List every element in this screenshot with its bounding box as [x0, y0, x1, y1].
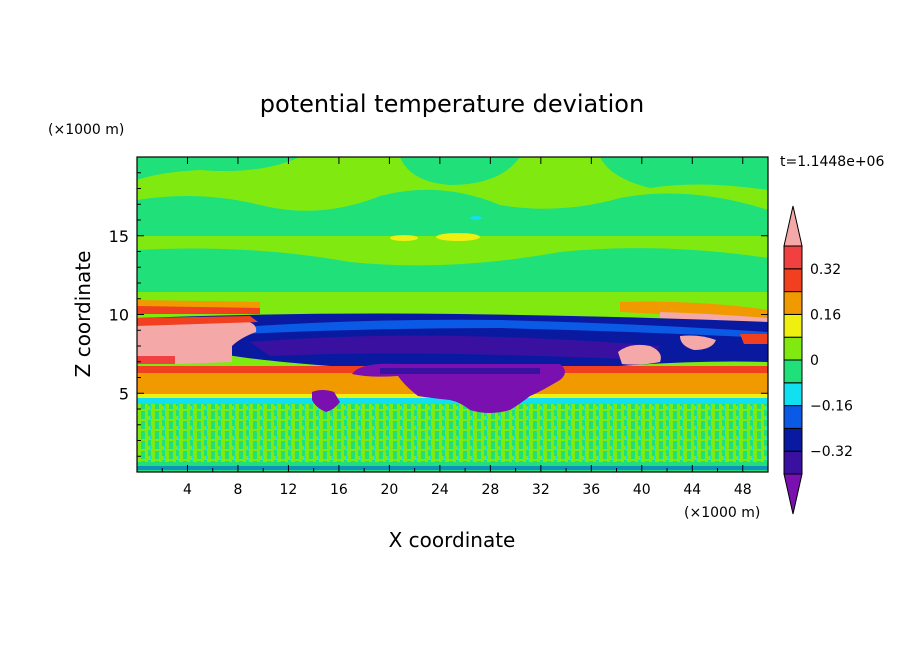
upper-patch [600, 157, 768, 190]
x-tick-label: 20 [380, 482, 398, 498]
warm-anomaly-right [680, 335, 716, 350]
colorbar-extend-high [783, 205, 803, 247]
y-tick-label: 5 [119, 384, 129, 403]
x-axis-unit: (×1000 m) [684, 505, 760, 521]
cold-pool-core [352, 363, 565, 413]
upper-patch [137, 189, 768, 236]
x-tick-label: 16 [330, 482, 348, 498]
upper-warm-spot [436, 233, 480, 241]
x-tick-label: 48 [734, 482, 752, 498]
y-axis-label: Z coordinate [71, 251, 95, 378]
upper-patch [137, 248, 768, 292]
x-tick-label: 44 [683, 482, 701, 498]
x-tick-label: 4 [183, 482, 192, 498]
colorbar-label: 0 [810, 353, 819, 369]
colorbar-extend-low [783, 473, 803, 515]
x-tick-label: 12 [280, 482, 298, 498]
colorbar-bin [783, 427, 803, 452]
y-axis-unit: (×1000 m) [48, 122, 124, 138]
surface-layer [137, 466, 768, 470]
upper-patch [137, 157, 300, 180]
chart-title: potential temperature deviation [260, 90, 644, 118]
colorbar-bin [783, 336, 803, 361]
colorbar-bin [783, 359, 803, 384]
x-tick-label: 28 [481, 482, 499, 498]
colorbar-bin [783, 268, 803, 293]
colorbar-bin [783, 405, 803, 429]
x-tick-label: 32 [532, 482, 550, 498]
warm-anomaly-right [618, 344, 661, 365]
contour-field [137, 157, 768, 472]
colorbar-bin [783, 313, 803, 338]
x-tick-label: 36 [582, 482, 600, 498]
colorbar-bin [783, 382, 803, 407]
cold-layer-inner [250, 335, 660, 360]
x-axis: 4 8 12 16 20 24 28 32 36 40 44 48 [161, 157, 752, 498]
x-tick-label: 24 [431, 482, 449, 498]
upper-cool-spot [470, 216, 482, 220]
x-tick-label: 8 [233, 482, 242, 498]
colorbar: 0.32 0.16 0 −0.16 −0.32 [783, 205, 853, 515]
x-tick-label: 40 [633, 482, 651, 498]
cold-layer-stripe [200, 319, 768, 338]
surface-layer [137, 404, 768, 472]
warm-anomaly-right [740, 334, 768, 344]
cold-pool-core-edge [380, 368, 540, 374]
colorbar-label: 0.16 [810, 307, 841, 323]
y-tick-label: 10 [109, 306, 129, 325]
colorbar-bin [783, 450, 803, 475]
upper-warm-spot [390, 235, 418, 241]
colorbar-label: −0.32 [810, 444, 853, 460]
cold-pool-core [312, 390, 340, 412]
colorbar-label: 0.32 [810, 262, 841, 278]
warm-anomaly-left [137, 319, 257, 364]
x-axis-label: X coordinate [389, 528, 516, 552]
colorbar-label: −0.16 [810, 399, 853, 415]
warm-anomaly-left-edge [137, 316, 258, 326]
y-tick-label: 15 [109, 227, 129, 246]
warm-anomaly-left-edge [137, 356, 175, 364]
time-label: t=1.1448e+06 [780, 154, 884, 170]
colorbar-bin [783, 291, 803, 315]
y-axis: 5 10 15 [109, 172, 768, 457]
colorbar-bin [783, 245, 803, 270]
warm-strip [137, 306, 260, 314]
